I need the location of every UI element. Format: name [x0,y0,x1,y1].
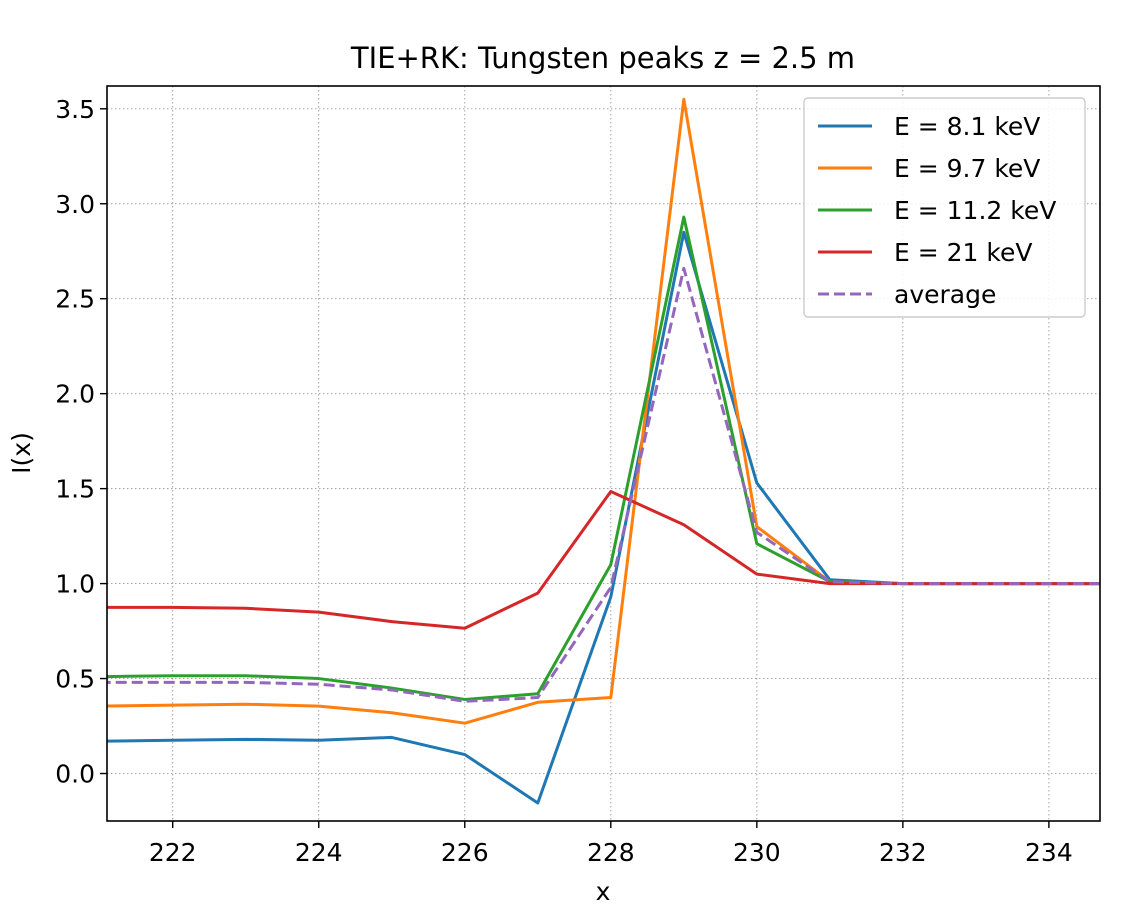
legend-label: E = 8.1 keV [894,112,1040,141]
legend-label: E = 9.7 keV [894,154,1040,183]
y-tick-label: 1.0 [55,570,95,599]
y-tick-label: 2.0 [55,380,95,409]
series-lines [107,97,1100,805]
x-tick-label: 226 [441,838,489,867]
x-tick-label: 228 [587,838,635,867]
y-tick-label: 3.5 [55,95,95,124]
y-tick-label: 0.0 [55,760,95,789]
chart-title: TIE+RK: Tungsten peaks z = 2.5 m [350,41,855,75]
y-tick-label: 0.5 [55,665,95,694]
legend-box [803,97,1086,318]
series-line-4 [107,266,1100,703]
plot-frame [106,85,1101,822]
y-tick-label: 2.5 [55,285,95,314]
legend-label: E = 11.2 keV [894,196,1056,225]
legend-label: average [894,280,996,309]
x-tick-label: 232 [879,838,927,867]
legend: E = 8.1 keV E = 9.7 keV E = 11.2 keV E = 21… [803,97,1086,318]
y-tick-label: 3.0 [55,190,95,219]
y-tick-label: 1.5 [55,475,95,504]
y-axis-label: I(x) [7,432,36,474]
legend-label: E = 21 keV [894,238,1032,267]
x-tick-label: 234 [1025,838,1073,867]
x-tick-label: 222 [149,838,197,867]
x-tick-label: 230 [733,838,781,867]
axis-ticks: 222 224 226 228 230 232 234 0.0 0.5 1.0 1.5 2.0 2.5 3… [55,95,1073,867]
x-tick-label: 224 [295,838,343,867]
x-axis-label: x [596,877,611,906]
